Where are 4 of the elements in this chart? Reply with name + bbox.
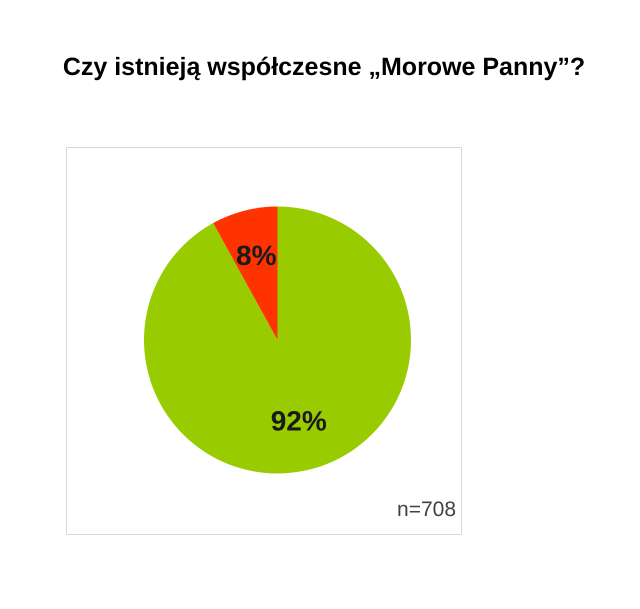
data-label: 92% xyxy=(270,405,327,436)
text: n=708 xyxy=(397,498,456,521)
data-label: 8% xyxy=(236,240,277,271)
chart-title: Czy istnieją współczesne „Morowe Panny”? xyxy=(62,53,586,82)
